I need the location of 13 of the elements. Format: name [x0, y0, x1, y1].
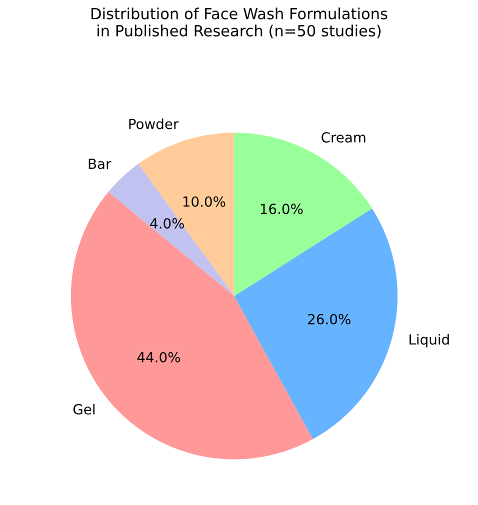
slice-label: Bar	[88, 158, 112, 170]
slice-label: Gel	[73, 404, 94, 415]
data-label: 16.0%	[260, 204, 303, 214]
pie-slice	[138, 132, 234, 296]
slice-label: Powder	[129, 118, 179, 130]
chart-title: Distribution of Face Wash Formulations in Published Research (n=50 studies)	[92, 8, 388, 38]
pie-slice	[234, 132, 372, 296]
data-label: 44.0%	[137, 352, 180, 363]
data-label: 26.0%	[308, 314, 350, 324]
data-label: 4.0%	[150, 218, 184, 229]
slice-label: Cream	[322, 132, 366, 143]
data-label: 10.0%	[183, 196, 226, 207]
slice-label: Liquid	[410, 334, 449, 348]
